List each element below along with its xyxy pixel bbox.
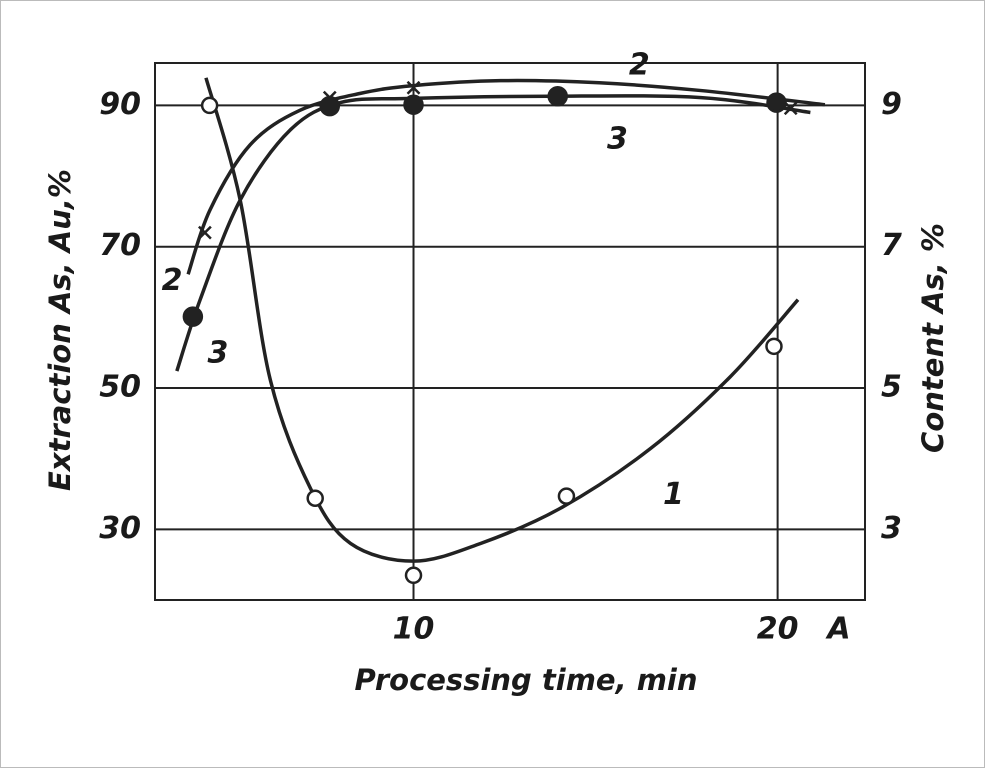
marker — [197, 225, 212, 240]
x-end-label: A — [825, 612, 850, 647]
y2-tick-label: 3 — [881, 511, 902, 546]
marker — [319, 95, 341, 117]
curve — [186, 78, 826, 275]
marker — [406, 80, 421, 95]
y2-tick-label: 7 — [881, 228, 902, 263]
marker — [306, 489, 324, 508]
marker — [403, 94, 424, 115]
y2-tick-label: 5 — [881, 370, 902, 405]
curve-label: 3 — [208, 336, 229, 371]
x-tick-label: 20 — [757, 612, 799, 647]
marker — [200, 96, 219, 115]
curve-label: 2 — [162, 263, 183, 298]
marker — [557, 487, 576, 505]
curve-label: 2 — [629, 47, 650, 82]
plot-frame — [154, 62, 866, 601]
marker — [547, 85, 568, 107]
curve — [204, 77, 800, 563]
marker — [404, 566, 423, 585]
marker-stroke — [197, 225, 212, 240]
x-axis-label: Processing time, min — [354, 663, 697, 697]
curve — [175, 94, 811, 372]
y-axis-label: Extraction As, Au,% — [43, 169, 77, 491]
marker — [766, 92, 787, 113]
y2-axis-label: Content As, % — [916, 223, 950, 453]
y2-tick-label: 9 — [881, 87, 902, 122]
curve-label: 3 — [607, 122, 628, 157]
y-tick-label: 90 — [99, 87, 141, 122]
marker — [182, 306, 204, 327]
y-tick-label: 30 — [99, 511, 141, 546]
y-tick-label: 70 — [99, 228, 141, 263]
marker-stroke — [406, 80, 421, 95]
marker — [765, 337, 783, 356]
y-tick-label: 50 — [99, 370, 141, 405]
curve-label: 1 — [663, 477, 684, 512]
x-tick-label: 10 — [393, 612, 435, 647]
